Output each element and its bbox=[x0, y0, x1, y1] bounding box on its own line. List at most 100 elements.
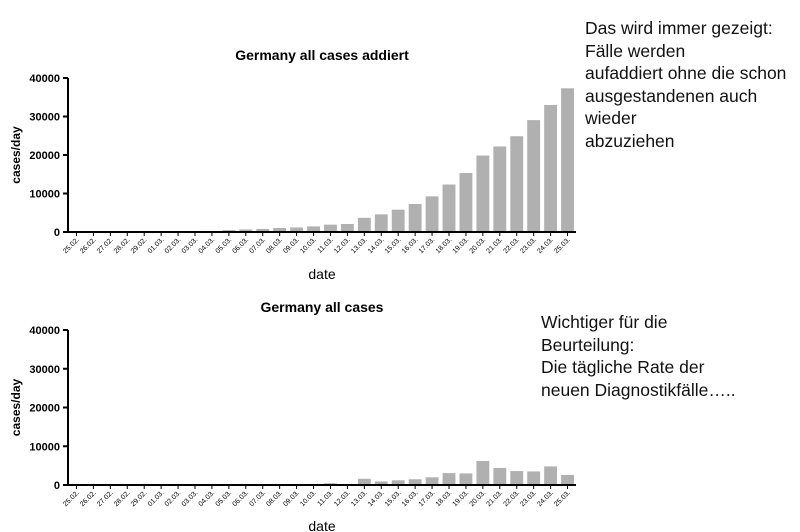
chart1-ytick-label-30000: 30000 bbox=[29, 112, 60, 124]
chart2-ytick-label-40000: 40000 bbox=[29, 325, 60, 337]
chart2-xtick-label-28: 24.03. bbox=[536, 489, 555, 508]
chart1-xtick-label-22: 18.03. bbox=[435, 236, 454, 255]
chart2-bar-15-03 bbox=[391, 480, 405, 485]
chart1-bar-13-03 bbox=[357, 217, 371, 232]
chart1-xtick-label-28: 24.03. bbox=[536, 236, 555, 255]
chart2-xtick-label-18: 14.03. bbox=[367, 489, 386, 508]
chart1-bar-11-03 bbox=[324, 224, 337, 232]
chart1-bar-15-03 bbox=[391, 209, 405, 232]
chart1-xtick-label-11: 07.03. bbox=[248, 236, 267, 255]
chart1-xtick-label-6: 02.03. bbox=[164, 236, 183, 255]
chart2-xtick-label-4: 29.02. bbox=[130, 489, 149, 508]
chart1-xtick-label-10: 06.03. bbox=[231, 236, 250, 255]
chart2-bar-18-03 bbox=[442, 473, 456, 485]
chart1-ytick-label-0: 0 bbox=[54, 227, 60, 239]
chart2-bar-17-03 bbox=[425, 477, 439, 485]
chart2-xtick-label-10: 06.03. bbox=[231, 489, 250, 508]
chart2-ylabel: cases/day bbox=[9, 378, 23, 436]
chart1-bar-12-03 bbox=[340, 223, 354, 232]
chart1-bar-17-03 bbox=[425, 196, 439, 232]
chart1-xtick-label-9: 05.03. bbox=[215, 236, 234, 255]
chart1-xtick-label-15: 11.03. bbox=[317, 236, 335, 254]
chart1-bar-19-03 bbox=[459, 173, 473, 232]
chart1-xtick-label-17: 13.03. bbox=[350, 236, 369, 255]
chart1-xtick-label-2: 27.02. bbox=[96, 236, 115, 255]
chart1-xtick-label-5: 01.03. bbox=[147, 236, 166, 255]
chart2-xtick-label-16: 12.03. bbox=[333, 489, 352, 508]
chart1-xtick-label-24: 20.03. bbox=[469, 236, 488, 255]
chart1-xtick-label-3: 28.02. bbox=[113, 236, 132, 255]
chart1-bar-20-03 bbox=[476, 155, 490, 232]
chart2-ytick-label-20000: 20000 bbox=[29, 403, 60, 415]
chart1-xtick-label-25: 21.03. bbox=[485, 236, 504, 255]
chart2-ytick-label-10000: 10000 bbox=[29, 441, 60, 453]
chart2-xtick-label-19: 15.03. bbox=[384, 489, 403, 508]
chart2-xtick-label-26: 22.03. bbox=[502, 489, 521, 508]
chart2-xtick-label-2: 27.02. bbox=[96, 489, 115, 508]
chart1-xtick-label-14: 10.03. bbox=[299, 236, 318, 255]
chart2-bar-24-03 bbox=[544, 466, 558, 485]
chart2-xtick-label-20: 16.03. bbox=[401, 489, 420, 508]
chart1-xlabel: date bbox=[308, 266, 335, 282]
chart1-bar-22-03 bbox=[510, 136, 524, 232]
chart1-bar-23-03 bbox=[527, 120, 541, 232]
chart2-title: Germany all cases bbox=[261, 299, 384, 315]
chart1-xtick-label-7: 03.03. bbox=[181, 236, 200, 255]
chart2-xtick-label-1: 26.02. bbox=[79, 489, 98, 508]
chart2-xtick-label-23: 19.03. bbox=[452, 489, 471, 508]
chart1-ytick-label-20000: 20000 bbox=[29, 150, 60, 162]
chart2-xtick-label-7: 03.03. bbox=[181, 489, 200, 508]
chart1-xtick-label-21: 17.03. bbox=[418, 236, 437, 255]
chart2-xtick-label-15: 11.03. bbox=[317, 489, 335, 507]
chart2-xtick-label-9: 05.03. bbox=[215, 489, 234, 508]
chart1-bar-25-03 bbox=[561, 88, 574, 232]
chart1-xtick-label-29: 25.03. bbox=[553, 236, 572, 255]
chart2-xtick-label-6: 02.03. bbox=[164, 489, 183, 508]
chart1-bar-06-03 bbox=[239, 229, 253, 232]
chart2-bar-16-03 bbox=[408, 479, 422, 485]
chart1-xtick-label-4: 29.02. bbox=[130, 236, 149, 255]
chart2-xtick-label-14: 10.03. bbox=[299, 489, 318, 508]
chart1-xtick-label-27: 23.03. bbox=[519, 236, 538, 255]
chart2-bar-13-03 bbox=[357, 478, 371, 485]
chart1-bar-14-03 bbox=[374, 214, 388, 232]
chart1-xtick-label-12: 08.03. bbox=[265, 236, 284, 255]
chart1-xtick-label-20: 16.03. bbox=[401, 236, 420, 255]
chart2-xtick-label-12: 08.03. bbox=[265, 489, 284, 508]
chart2-xlabel: date bbox=[308, 518, 335, 532]
chart2-xtick-label-17: 13.03. bbox=[350, 489, 369, 508]
chart1-bar-10-03 bbox=[307, 226, 320, 232]
chart1-bar-07-03 bbox=[256, 228, 270, 232]
chart1-bar-18-03 bbox=[442, 184, 456, 232]
chart2-bar-19-03 bbox=[459, 473, 473, 485]
chart1-xtick-label-8: 04.03. bbox=[198, 236, 217, 255]
chart1-title: Germany all cases addiert bbox=[235, 47, 409, 63]
chart1-bar-16-03 bbox=[408, 204, 422, 232]
chart2-xtick-label-3: 28.02. bbox=[113, 489, 132, 508]
chart2-xtick-label-8: 04.03. bbox=[198, 489, 217, 508]
chart1-xtick-label-26: 22.03. bbox=[502, 236, 521, 255]
chart1-ytick-label-40000: 40000 bbox=[29, 73, 60, 85]
chart2-bar-23-03 bbox=[527, 471, 541, 485]
chart1-xtick-label-0: 25.02. bbox=[62, 236, 81, 255]
chart1-xtick-label-16: 12.03. bbox=[333, 236, 352, 255]
chart2-ytick-label-30000: 30000 bbox=[29, 364, 60, 376]
chart2-xtick-label-25: 21.03. bbox=[485, 489, 504, 508]
chart2-xtick-label-11: 07.03. bbox=[248, 489, 267, 508]
chart1-ylabel: cases/day bbox=[9, 126, 23, 184]
chart2-xtick-label-27: 23.03. bbox=[519, 489, 538, 508]
chart2-xtick-label-13: 09.03. bbox=[282, 489, 301, 508]
chart2-bar-20-03 bbox=[476, 460, 490, 485]
chart1-bar-08-03 bbox=[273, 227, 287, 232]
note-cumulative-explanation: Das wird immer gezeigt: Fälle werden auf… bbox=[585, 18, 787, 151]
chart2-xtick-label-5: 01.03. bbox=[147, 489, 166, 508]
chart2-xtick-label-24: 20.03. bbox=[469, 489, 488, 508]
chart2-bar-14-03 bbox=[374, 481, 388, 485]
chart2-xtick-label-0: 25.02. bbox=[62, 489, 81, 508]
chart2-xtick-label-29: 25.03. bbox=[553, 489, 572, 508]
chart1-xtick-label-13: 09.03. bbox=[282, 236, 301, 255]
chart1-bar-21-03 bbox=[493, 146, 507, 232]
chart1-xtick-label-18: 14.03. bbox=[367, 236, 386, 255]
chart1-xtick-label-23: 19.03. bbox=[452, 236, 471, 255]
